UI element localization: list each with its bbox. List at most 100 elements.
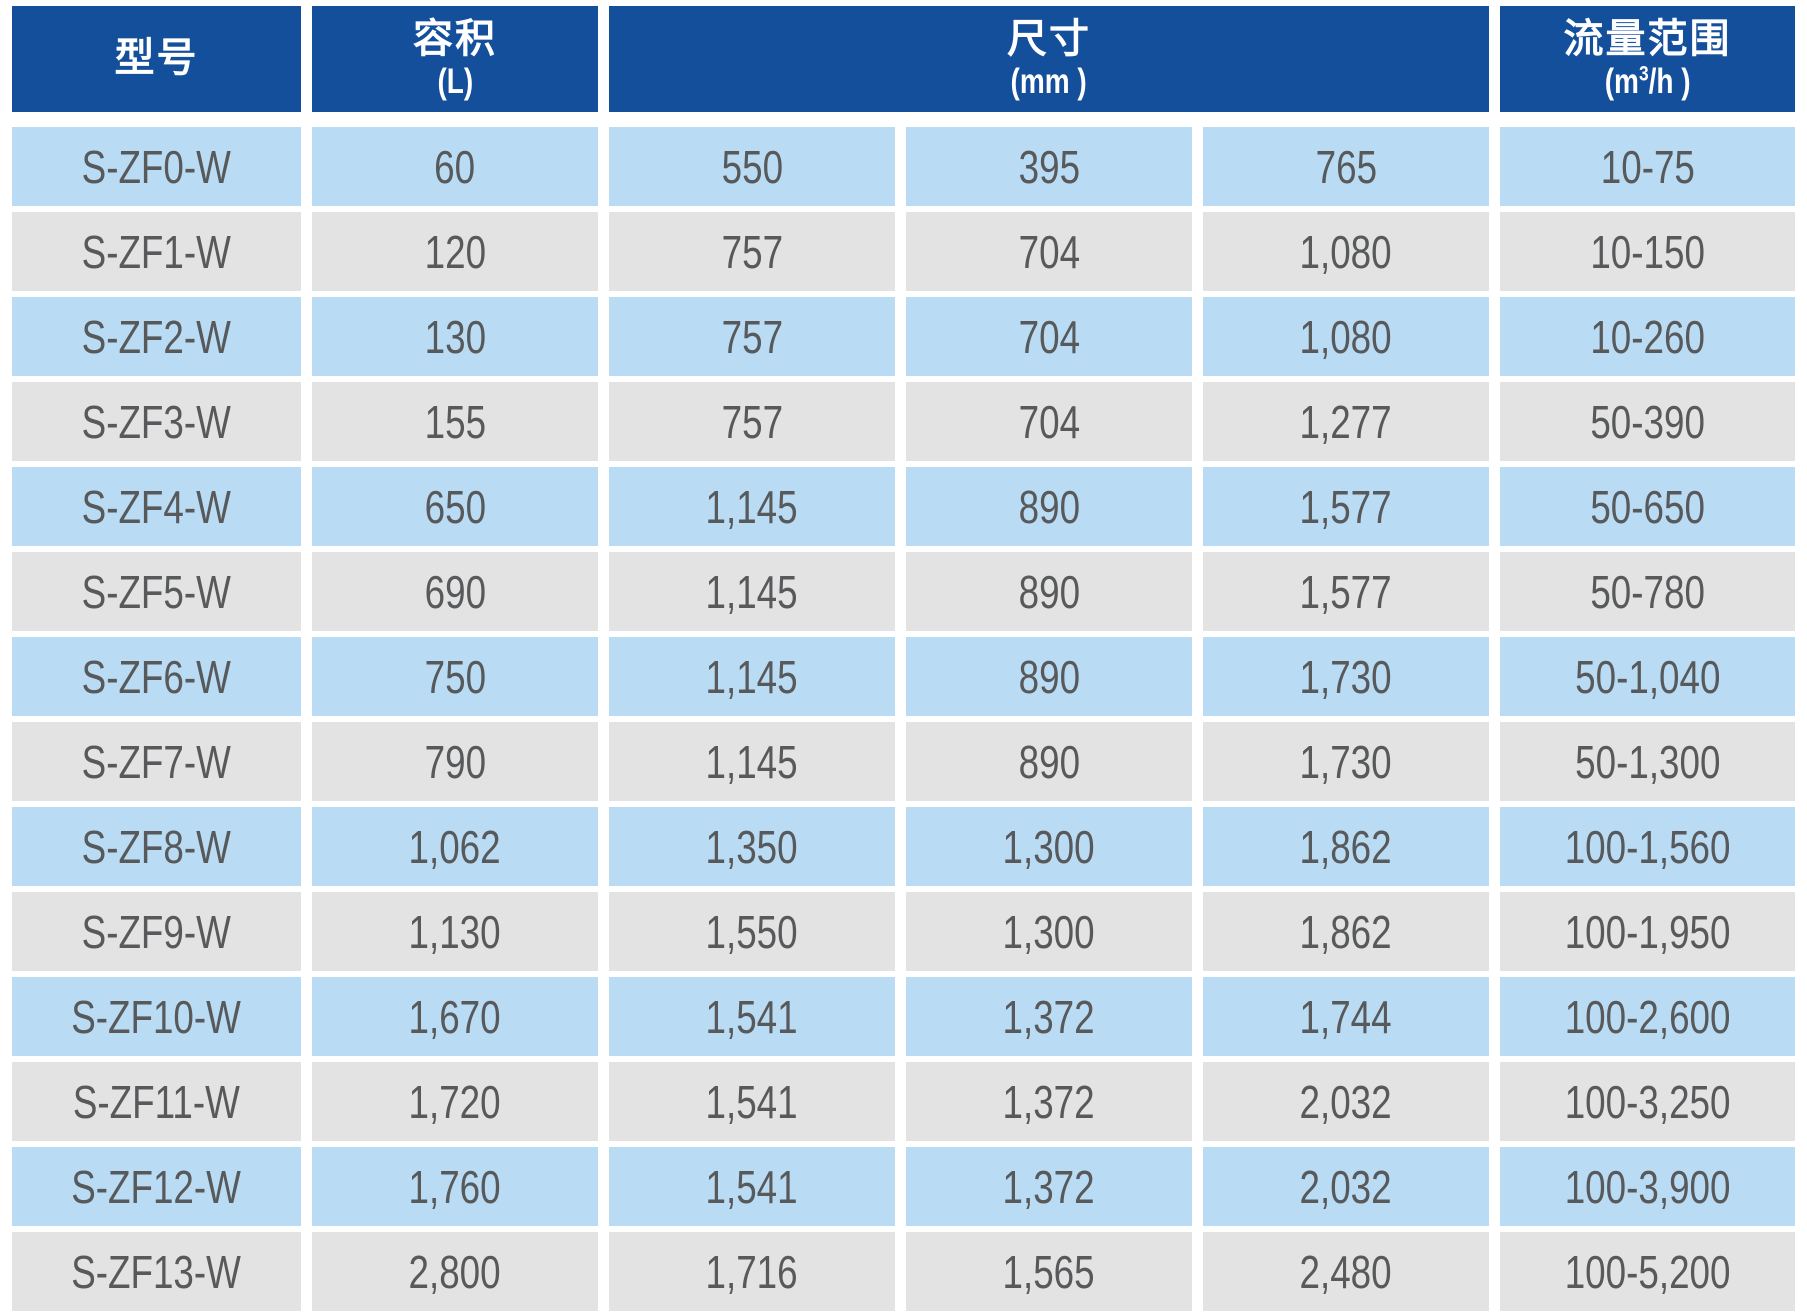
dimension-3-value: 1,577 [1299, 480, 1393, 533]
flow-range-value: 100-1,560 [1564, 820, 1731, 873]
model-cell: S-ZF7-W [12, 722, 301, 801]
dimension-2-cell: 704 [906, 212, 1192, 291]
dimension-1-value: 1,145 [705, 735, 799, 788]
dimension-3-cell: 1,730 [1203, 722, 1489, 801]
volume-cell: 1,760 [312, 1147, 598, 1226]
model-value: S-ZF13-W [71, 1245, 242, 1298]
volume-value: 1,720 [408, 1075, 502, 1128]
flow-range-value: 10-150 [1590, 225, 1705, 278]
dimension-2-value: 1,372 [1002, 990, 1096, 1043]
dimension-2-cell: 890 [906, 722, 1192, 801]
dimension-3-cell: 1,862 [1203, 807, 1489, 886]
volume-value: 690 [424, 565, 486, 618]
flow-range-cell: 100-3,250 [1500, 1062, 1795, 1141]
flow-unit-post: /h ) [1648, 61, 1691, 101]
model-cell: S-ZF2-W [12, 297, 301, 376]
dimension-3-cell: 1,862 [1203, 892, 1489, 971]
dimension-1-value: 757 [721, 225, 783, 278]
header-volume-label: 容积 [413, 16, 497, 61]
dimension-2-cell: 1,300 [906, 807, 1192, 886]
volume-value: 1,760 [408, 1160, 502, 1213]
header-model-label: 型号 [114, 36, 199, 81]
model-cell: S-ZF8-W [12, 807, 301, 886]
volume-cell: 690 [312, 552, 598, 631]
volume-value: 130 [424, 310, 486, 363]
model-value: S-ZF10-W [71, 990, 242, 1043]
volume-cell: 120 [312, 212, 598, 291]
model-cell: S-ZF3-W [12, 382, 301, 461]
dimension-3-cell: 765 [1203, 127, 1489, 206]
model-cell: S-ZF5-W [12, 552, 301, 631]
header-model: 型号 [12, 6, 301, 112]
dimension-2-value: 890 [1018, 735, 1080, 788]
dimension-2-cell: 1,565 [906, 1232, 1192, 1311]
dimension-3-value: 1,080 [1299, 225, 1393, 278]
flow-unit-superscript: 3 [1638, 60, 1649, 86]
dimension-1-value: 757 [721, 395, 783, 448]
flow-range-value: 100-1,950 [1564, 905, 1731, 958]
dimension-1-value: 1,716 [705, 1245, 799, 1298]
dimension-2-value: 1,300 [1002, 905, 1096, 958]
dimension-1-value: 1,550 [705, 905, 799, 958]
volume-cell: 750 [312, 637, 598, 716]
dimension-2-value: 395 [1018, 140, 1080, 193]
model-value: S-ZF5-W [81, 565, 232, 618]
dimension-1-value: 550 [721, 140, 783, 193]
header-flow-range-label: 流量范围 [1563, 16, 1732, 61]
dimension-3-value: 765 [1315, 140, 1377, 193]
volume-value: 790 [424, 735, 486, 788]
model-cell: S-ZF0-W [12, 127, 301, 206]
dimension-2-cell: 1,300 [906, 892, 1192, 971]
dimension-1-cell: 757 [609, 297, 895, 376]
dimension-2-value: 1,300 [1002, 820, 1096, 873]
header-dimensions: 尺寸 (mm ) [609, 6, 1489, 112]
flow-range-cell: 50-780 [1500, 552, 1795, 631]
flow-range-cell: 10-150 [1500, 212, 1795, 291]
flow-range-value: 50-1,040 [1574, 650, 1721, 703]
dimension-3-cell: 1,730 [1203, 637, 1489, 716]
flow-range-cell: 100-5,200 [1500, 1232, 1795, 1311]
flow-range-value: 100-5,200 [1564, 1245, 1731, 1298]
model-cell: S-ZF1-W [12, 212, 301, 291]
volume-cell: 1,130 [312, 892, 598, 971]
dimension-1-value: 1,541 [705, 990, 799, 1043]
volume-value: 1,062 [408, 820, 502, 873]
dimension-3-cell: 2,032 [1203, 1062, 1489, 1141]
flow-range-value: 50-780 [1590, 565, 1705, 618]
dimension-1-cell: 1,145 [609, 637, 895, 716]
dimension-3-cell: 1,577 [1203, 552, 1489, 631]
dimension-2-cell: 890 [906, 552, 1192, 631]
dimension-1-cell: 1,541 [609, 977, 895, 1056]
dimension-1-cell: 1,541 [609, 1147, 895, 1226]
dimension-3-value: 2,032 [1299, 1075, 1393, 1128]
header-volume-unit: (L) [437, 61, 473, 101]
dimension-2-value: 1,372 [1002, 1075, 1096, 1128]
dimension-1-value: 1,350 [705, 820, 799, 873]
dimension-1-cell: 1,550 [609, 892, 895, 971]
dimension-2-value: 1,372 [1002, 1160, 1096, 1213]
dimension-3-value: 1,080 [1299, 310, 1393, 363]
flow-range-value: 10-75 [1600, 140, 1695, 193]
model-value: S-ZF4-W [81, 480, 232, 533]
dimension-3-value: 2,032 [1299, 1160, 1393, 1213]
dimension-2-value: 890 [1018, 650, 1080, 703]
model-value: S-ZF7-W [81, 735, 232, 788]
dimension-3-value: 1,862 [1299, 820, 1393, 873]
volume-cell: 155 [312, 382, 598, 461]
dimension-1-value: 1,145 [705, 565, 799, 618]
dimension-1-cell: 1,350 [609, 807, 895, 886]
flow-range-cell: 100-2,600 [1500, 977, 1795, 1056]
volume-value: 1,670 [408, 990, 502, 1043]
dimension-2-cell: 704 [906, 382, 1192, 461]
volume-cell: 650 [312, 467, 598, 546]
dimension-1-cell: 1,716 [609, 1232, 895, 1311]
model-cell: S-ZF9-W [12, 892, 301, 971]
dimension-1-cell: 1,541 [609, 1062, 895, 1141]
volume-value: 1,130 [408, 905, 502, 958]
model-value: S-ZF3-W [81, 395, 232, 448]
dimension-2-cell: 1,372 [906, 1062, 1192, 1141]
model-value: S-ZF1-W [81, 225, 232, 278]
model-cell: S-ZF4-W [12, 467, 301, 546]
dimension-3-value: 1,744 [1299, 990, 1393, 1043]
dimension-3-value: 1,862 [1299, 905, 1393, 958]
